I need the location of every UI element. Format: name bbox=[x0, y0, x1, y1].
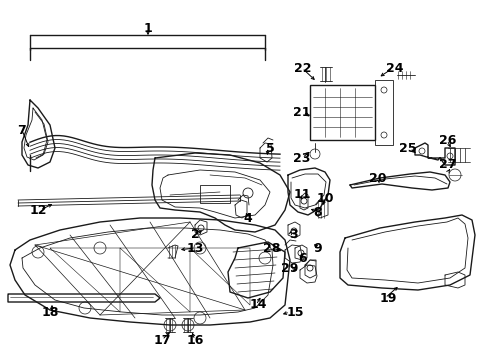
Text: 21: 21 bbox=[293, 105, 310, 118]
Text: 18: 18 bbox=[41, 306, 59, 319]
Text: 10: 10 bbox=[316, 192, 333, 204]
Text: 15: 15 bbox=[285, 306, 303, 319]
Text: 26: 26 bbox=[438, 134, 456, 147]
Text: 20: 20 bbox=[368, 171, 386, 184]
Text: 2: 2 bbox=[190, 229, 199, 242]
Text: 4: 4 bbox=[243, 211, 252, 225]
Text: 12: 12 bbox=[29, 203, 47, 216]
Text: 27: 27 bbox=[438, 158, 456, 171]
Bar bbox=[374, 80, 392, 145]
Text: 25: 25 bbox=[398, 141, 416, 154]
Text: 3: 3 bbox=[288, 229, 297, 242]
Text: 8: 8 bbox=[313, 206, 322, 219]
Text: 19: 19 bbox=[379, 292, 396, 305]
Text: 11: 11 bbox=[293, 189, 310, 202]
Text: 28: 28 bbox=[263, 242, 280, 255]
Text: 6: 6 bbox=[298, 252, 306, 265]
Text: 14: 14 bbox=[249, 298, 266, 311]
Text: 24: 24 bbox=[386, 62, 403, 75]
Text: 7: 7 bbox=[18, 123, 26, 136]
Bar bbox=[200, 185, 229, 203]
Bar bbox=[309, 85, 374, 140]
Text: 16: 16 bbox=[186, 333, 203, 346]
Text: 5: 5 bbox=[265, 141, 274, 154]
Text: 9: 9 bbox=[313, 242, 322, 255]
Text: 29: 29 bbox=[281, 261, 298, 274]
Text: 23: 23 bbox=[293, 152, 310, 165]
Text: 1: 1 bbox=[143, 22, 152, 35]
Text: 22: 22 bbox=[294, 62, 311, 75]
Text: 13: 13 bbox=[186, 242, 203, 255]
Text: 17: 17 bbox=[153, 333, 170, 346]
